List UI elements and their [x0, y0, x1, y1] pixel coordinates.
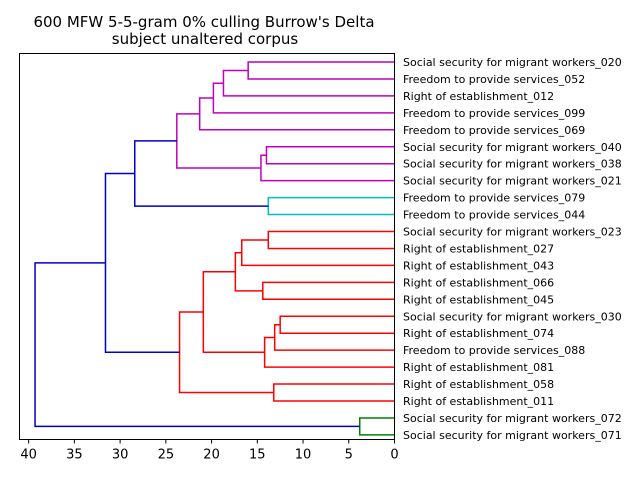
- dendrogram-link: [198, 97, 395, 131]
- x-tick-label: 5: [345, 448, 353, 463]
- dendrogram-link: [267, 196, 395, 216]
- dendrogram-link: [222, 69, 395, 97]
- dendrogram-link: [273, 383, 395, 402]
- dendrogram-link: [176, 113, 261, 169]
- leaf-label: Freedom to provide services_079: [403, 192, 585, 205]
- leaf-label: Right of establishment_066: [403, 276, 554, 289]
- dendrogram-link: [34, 262, 360, 428]
- leaf-label: Right of establishment_081: [403, 361, 554, 374]
- leaf-label: Social security for migrant workers_021: [403, 175, 622, 188]
- dendrogram-link: [262, 281, 395, 301]
- x-tick-label: 40: [20, 448, 37, 463]
- dendrogram-link: [133, 140, 269, 207]
- leaf-label: Social security for migrant workers_040: [403, 141, 622, 154]
- leaf-label: Right of establishment_045: [403, 293, 554, 306]
- leaf-label: Right of establishment_012: [403, 90, 554, 103]
- dendrogram-link: [241, 239, 395, 267]
- leaf-label: Freedom to provide services_052: [403, 73, 585, 86]
- dendrogram-link: [202, 271, 265, 354]
- plot-frame: [19, 53, 395, 440]
- leaf-label: Social security for migrant workers_023: [403, 226, 622, 239]
- leaf-labels: Social security for migrant workers_020 F…: [403, 56, 622, 442]
- chart-title-line2: subject unaltered corpus: [112, 30, 299, 48]
- leaf-label: Freedom to provide services_044: [403, 209, 585, 222]
- dendrogram-link: [212, 82, 395, 114]
- leaf-label: Right of establishment_074: [403, 327, 554, 340]
- leaf-label: Freedom to provide services_069: [403, 124, 585, 137]
- dendrogram-link: [247, 61, 395, 80]
- dendrogram-link: [263, 336, 395, 368]
- dendrogram-link: [234, 251, 263, 292]
- dendrogram-link: [265, 146, 395, 165]
- dendrogram-links: [34, 61, 395, 436]
- leaf-label: Freedom to provide services_088: [403, 344, 585, 357]
- leaf-label: Freedom to provide services_099: [403, 107, 585, 120]
- dendrogram-link: [358, 417, 395, 436]
- dendrogram-link: [267, 230, 395, 250]
- x-tick-label: 30: [112, 448, 129, 463]
- leaf-label: Social security for migrant workers_071: [403, 429, 622, 442]
- x-tick-label: 20: [203, 448, 220, 463]
- x-tick-label: 35: [66, 448, 83, 463]
- dendrogram-link: [279, 315, 395, 334]
- leaf-label: Right of establishment_011: [403, 395, 554, 408]
- leaf-label: Social security for migrant workers_020: [403, 56, 622, 69]
- dendrogram-link: [104, 172, 180, 354]
- leaf-label: Social security for migrant workers_072: [403, 412, 622, 425]
- leaf-label: Right of establishment_027: [403, 242, 554, 255]
- chart-title-line1: 600 MFW 5-5-gram 0% culling Burrow's Del…: [33, 13, 374, 31]
- x-tick-label: 10: [295, 448, 312, 463]
- leaf-label: Right of establishment_043: [403, 259, 554, 272]
- dendrogram-link: [273, 323, 395, 351]
- dendrogram-link: [260, 154, 395, 182]
- x-axis-ticks: 40 35 30 25 20 15 10 5 0: [20, 439, 399, 463]
- leaf-label: Social security for migrant workers_038: [403, 158, 622, 171]
- dendrogram-link: [178, 311, 274, 394]
- x-tick-label: 25: [158, 448, 175, 463]
- x-tick-label: 15: [249, 448, 266, 463]
- leaf-label: Right of establishment_058: [403, 378, 554, 391]
- leaf-label: Social security for migrant workers_030: [403, 310, 622, 323]
- x-tick-label: 0: [390, 448, 398, 463]
